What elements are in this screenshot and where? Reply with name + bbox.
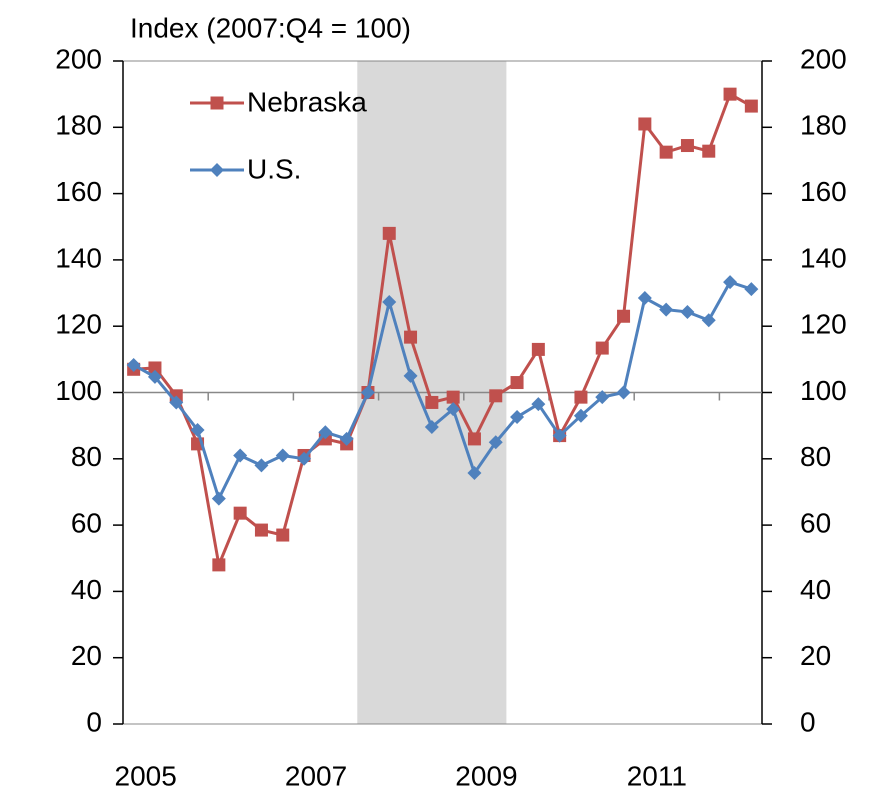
point	[638, 117, 652, 131]
y2-tick-label: 100	[800, 375, 847, 406]
point	[552, 428, 567, 443]
y2-tick-label: 60	[800, 507, 831, 538]
y-tick-label: 160	[55, 176, 102, 207]
point	[531, 342, 545, 356]
point	[680, 304, 695, 319]
y-tick-label: 40	[71, 574, 102, 605]
y-tick-label: 100	[55, 375, 102, 406]
legend-label: U.S.	[247, 153, 301, 184]
point	[318, 425, 333, 440]
y2-tick-label: 120	[800, 309, 847, 340]
point	[446, 390, 460, 404]
point	[723, 87, 737, 101]
point	[573, 408, 588, 423]
x-tick-label: 2011	[627, 760, 687, 791]
y-tick-label: 20	[71, 640, 102, 671]
y2-tick-label: 40	[800, 574, 831, 605]
legend-marker	[210, 96, 224, 110]
point	[467, 466, 482, 481]
point	[616, 385, 631, 400]
point	[169, 395, 184, 410]
point	[382, 295, 397, 310]
point	[126, 357, 141, 372]
point	[233, 506, 247, 520]
point	[659, 302, 674, 317]
chart-title: Index (2007:Q4 = 100)	[130, 12, 411, 43]
point	[403, 368, 418, 383]
y-tick-label: 200	[55, 43, 102, 74]
point	[147, 369, 162, 384]
point	[488, 435, 503, 450]
y2-tick-label: 140	[800, 242, 847, 273]
point	[254, 458, 269, 473]
point	[637, 291, 652, 306]
point	[467, 432, 481, 446]
point	[424, 419, 439, 434]
point	[701, 313, 716, 328]
point	[744, 282, 759, 297]
point	[659, 145, 673, 159]
y-tick-label: 180	[55, 110, 102, 141]
legend-label: Nebraska	[247, 86, 367, 117]
point	[723, 275, 738, 290]
y2-tick-label: 200	[800, 43, 847, 74]
point	[446, 402, 461, 417]
point	[702, 144, 716, 158]
x-tick-label: 2005	[115, 760, 177, 791]
point	[595, 341, 609, 355]
point	[360, 385, 375, 400]
point	[595, 390, 610, 405]
point	[404, 330, 418, 344]
point	[276, 528, 290, 542]
legend-marker	[210, 163, 224, 177]
point	[275, 448, 290, 463]
x-tick-label: 2009	[455, 760, 517, 791]
point	[531, 397, 546, 412]
y-tick-label: 120	[55, 309, 102, 340]
point	[148, 361, 162, 375]
y2-tick-label: 180	[800, 110, 847, 141]
y2-tick-label: 0	[800, 706, 816, 737]
y-tick-label: 140	[55, 242, 102, 273]
point	[190, 422, 205, 437]
x-tick-label: 2007	[285, 760, 347, 791]
y2-tick-label: 20	[800, 640, 831, 671]
y2-tick-label: 160	[800, 176, 847, 207]
y-tick-label: 0	[86, 706, 102, 737]
point	[339, 431, 354, 446]
point	[233, 448, 248, 463]
point	[254, 523, 268, 537]
point	[510, 410, 525, 425]
point	[574, 390, 588, 404]
point	[425, 395, 439, 409]
point	[617, 309, 631, 323]
y-tick-label: 80	[71, 441, 102, 472]
point	[212, 558, 226, 572]
y2-tick-label: 80	[800, 441, 831, 472]
point	[510, 376, 524, 390]
point	[211, 491, 226, 506]
point	[744, 99, 758, 113]
y-tick-label: 60	[71, 507, 102, 538]
point	[680, 139, 694, 153]
point	[382, 226, 396, 240]
point	[489, 389, 503, 403]
point	[297, 451, 312, 466]
